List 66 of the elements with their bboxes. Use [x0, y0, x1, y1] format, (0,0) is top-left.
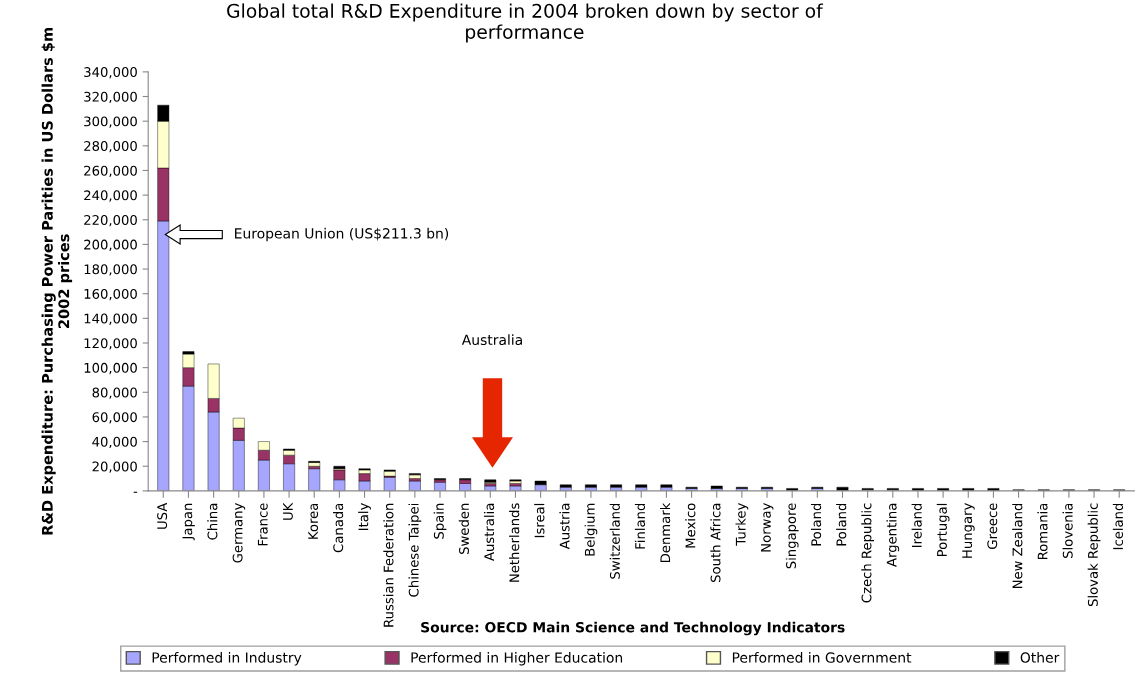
y-tick-label: 80,000: [92, 387, 137, 399]
y-tick-label: -: [133, 491, 138, 493]
chart-title: Global total R&D Expenditure in 2004 broken down by sector of performance: [227, 3, 824, 43]
y-tick-label: 20,000: [92, 461, 137, 473]
x-tick-label: Czech Republic: [861, 503, 875, 603]
y-tick-label: 260,000: [84, 165, 137, 177]
y-tick-label: 40,000: [92, 436, 137, 449]
x-tick-label: Norway: [761, 503, 774, 552]
x-tick-label: Germany: [232, 503, 246, 563]
x-tick-label: Poland: [836, 503, 847, 546]
legend-label: Performed in Government: [732, 652, 912, 663]
x-tick-label: Australia: [483, 503, 495, 561]
y-tick-label: 280,000: [84, 141, 137, 153]
legend-label: Performed in Industry: [152, 652, 302, 666]
x-tick-label: China: [207, 503, 218, 540]
y-tick-label: 100,000: [84, 362, 137, 375]
x-tick-label: Belgium: [584, 503, 598, 556]
x-tick-label: Sweden: [458, 503, 469, 554]
x-tick-label: Turkey: [735, 503, 749, 546]
x-tick-label: Isreal: [534, 503, 545, 538]
x-tick-label: Hungary: [962, 503, 975, 558]
x-tick-label: Spain: [433, 503, 447, 539]
x-tick-label: Chinese Taipei: [408, 503, 422, 597]
y-tick-label: 320,000: [84, 91, 137, 104]
x-tick-label: Japan: [182, 503, 195, 541]
source-note: Source: OECD Main Science and Technology Indicators: [421, 621, 845, 636]
x-tick-label: Romania: [1037, 503, 1048, 560]
x-tick-label: Italy: [358, 503, 371, 531]
legend-label: Performed in Higher Education: [411, 652, 623, 666]
y-tick-label: 240,000: [84, 190, 137, 202]
y-tick-label: 200,000: [84, 239, 137, 251]
x-tick-label: New Zealand: [1012, 503, 1023, 589]
y-tick-label: 300,000: [84, 116, 137, 128]
x-tick-label: Iceland: [1112, 503, 1124, 550]
y-tick-label: 160,000: [84, 288, 137, 301]
x-tick-label: Korea: [308, 503, 319, 539]
x-tick-label: Netherlands: [509, 503, 520, 582]
x-tick-label: Greece: [987, 503, 998, 549]
x-tick-label: Switzerland: [609, 503, 620, 579]
x-tick-label: Russian Federation: [383, 503, 394, 627]
y-tick-label: 220,000: [84, 214, 137, 227]
x-tick-label: Singapore: [785, 503, 799, 569]
x-tick-label: Mexico: [685, 503, 696, 548]
x-tick-label: Austria: [559, 503, 570, 550]
x-tick-label: South Africa: [710, 503, 721, 582]
x-tick-label: Portugal: [936, 503, 950, 557]
annotation: European Union (US$211.3 bn): [235, 227, 449, 242]
x-tick-label: Finland: [634, 503, 646, 549]
x-tick-label: Slovenia: [1062, 503, 1073, 558]
y-axis-title: R&D Expenditure: Purchasing Power Parities in US Dollars $m 2002 prices: [41, 27, 73, 535]
x-tick-label: USA: [157, 502, 168, 529]
y-tick-label: 60,000: [92, 412, 137, 424]
x-tick-label: Ireland: [911, 503, 922, 548]
y-tick-label: 140,000: [84, 313, 137, 325]
annotation: Australia: [461, 334, 522, 346]
x-tick-label: Poland: [810, 503, 822, 546]
y-tick-label: 120,000: [84, 338, 137, 350]
x-tick-label: Denmark: [660, 502, 671, 563]
x-tick-label: UK: [283, 502, 293, 520]
x-tick-label: Slovak Republic: [1087, 503, 1101, 607]
y-tick-label: 340,000: [84, 67, 137, 79]
y-tick-label: 180,000: [84, 264, 137, 276]
x-tick-label: Canada: [333, 503, 344, 553]
x-tick-label: Argentina: [886, 503, 900, 567]
x-tick-label: France: [257, 503, 268, 546]
legend-label: Other: [1020, 652, 1060, 663]
